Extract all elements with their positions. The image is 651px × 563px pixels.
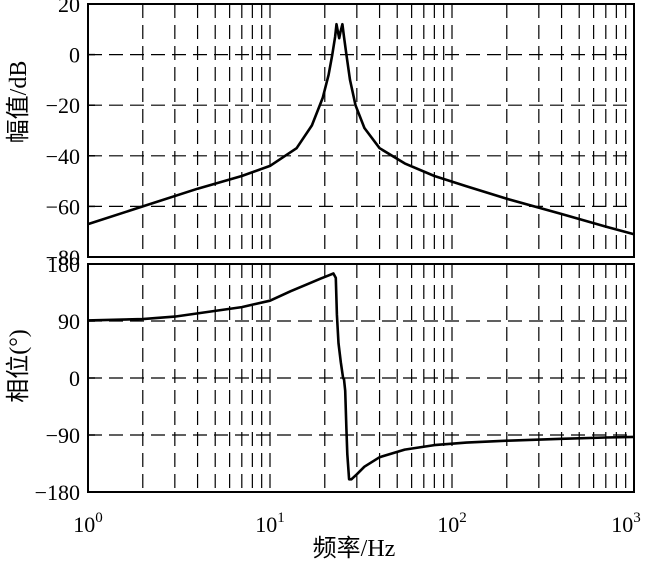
y-tick-label: 20: [58, 0, 80, 17]
y-tick-label: −90: [46, 423, 80, 448]
plot-frame: [87, 263, 635, 493]
magnitude-panel: 20 0 −20 −40 −60 −80: [46, 0, 635, 270]
magnitude-curve: [87, 22, 635, 236]
y-tick-label: −20: [46, 93, 80, 118]
x-tick-label: 100: [73, 510, 103, 537]
phase-panel: 180 90 0 −90 −180: [35, 252, 635, 505]
x-tick-label: 102: [437, 510, 467, 537]
magnitude-axis-label: 幅值/dB: [5, 61, 32, 144]
y-tick-label: 0: [69, 43, 80, 68]
y-tick-label: 90: [58, 309, 80, 334]
plot-frame: [87, 3, 635, 258]
x-tick-label: 103: [611, 510, 641, 537]
phase-curve: [87, 272, 635, 481]
x-axis: 100 101 102 103: [73, 510, 641, 537]
y-tick-label: −180: [35, 480, 80, 505]
y-tick-label: −80: [46, 245, 80, 270]
y-tick-label: 180: [47, 252, 80, 277]
y-tick-label: −60: [46, 194, 80, 219]
phase-axis-label: 相位(°): [5, 329, 32, 403]
y-tick-label: −40: [46, 144, 80, 169]
x-tick-label: 101: [255, 510, 285, 537]
frequency-axis-label: 频率/Hz: [313, 535, 396, 562]
y-tick-label: 0: [69, 366, 80, 391]
